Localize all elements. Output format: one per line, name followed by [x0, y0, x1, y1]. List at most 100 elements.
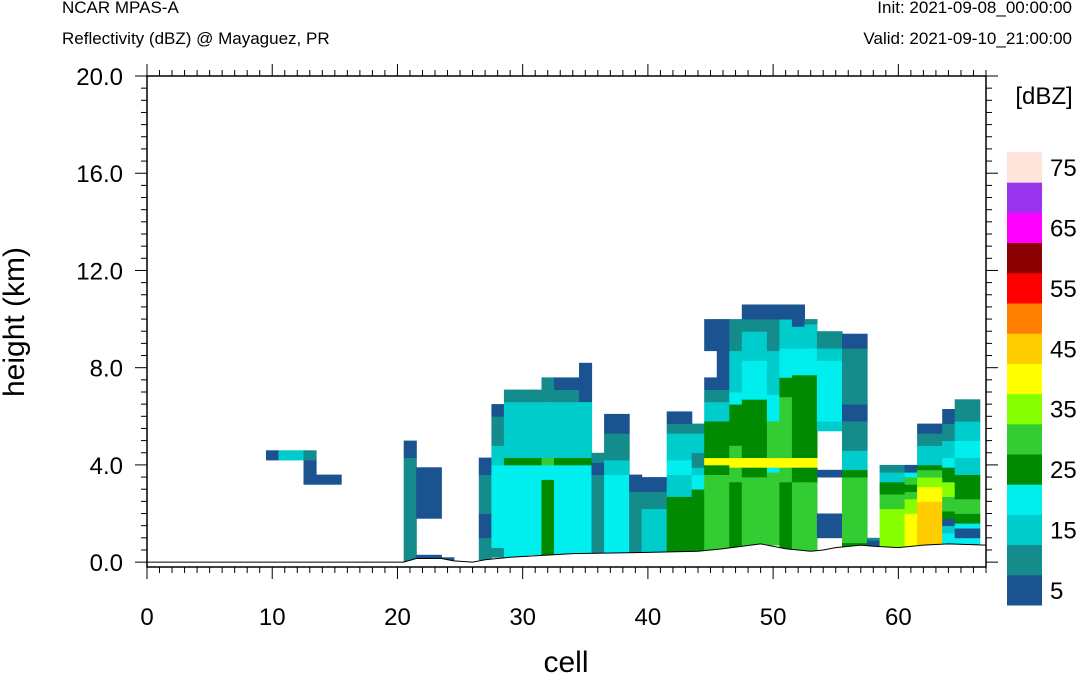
colorbar-swatch	[1007, 423, 1042, 455]
colorbar-swatch	[1007, 182, 1042, 213]
colorbar-swatch	[1007, 454, 1042, 485]
reflectivity-cell	[766, 394, 780, 422]
reflectivity-cell	[854, 421, 868, 451]
reflectivity-cell	[929, 477, 943, 488]
reflectivity-cell	[816, 421, 830, 432]
reflectivity-cell	[679, 460, 693, 475]
reflectivity-cell	[816, 348, 830, 361]
reflectivity-cell	[766, 319, 780, 352]
reflectivity-cell	[829, 348, 843, 361]
reflectivity-cell	[616, 460, 630, 475]
reflectivity-cell	[791, 304, 805, 327]
reflectivity-cell	[716, 421, 730, 459]
reflectivity-cell	[829, 421, 843, 432]
reflectivity-cell	[954, 457, 968, 475]
reflectivity-cell	[604, 433, 618, 461]
reflectivity-cell	[528, 457, 542, 466]
terrain-line	[147, 543, 987, 563]
reflectivity-cell	[779, 304, 793, 320]
reflectivity-cell	[303, 474, 317, 485]
reflectivity-cell	[904, 498, 918, 514]
reflectivity-cell	[579, 401, 593, 458]
reflectivity-cell	[842, 477, 856, 544]
reflectivity-cell	[967, 537, 981, 546]
reflectivity-cell	[954, 399, 968, 422]
reflectivity-cell	[942, 518, 956, 527]
reflectivity-cell	[428, 467, 442, 519]
reflectivity-cell	[791, 457, 805, 468]
reflectivity-cell	[716, 474, 730, 550]
reflectivity-cell	[816, 513, 830, 539]
x-tick-label: 10	[259, 604, 286, 631]
reflectivity-cell	[654, 491, 668, 509]
reflectivity-cell	[666, 460, 680, 475]
reflectivity-cell	[829, 360, 843, 422]
reflectivity-cell	[904, 491, 918, 500]
reflectivity-cell	[679, 474, 693, 497]
colorbar-swatch	[1007, 363, 1042, 395]
valid-time: Valid: 2021-09-10_21:00:00	[863, 29, 1072, 48]
reflectivity-cell	[266, 450, 280, 461]
reflectivity-cell	[679, 423, 693, 434]
y-tick-label: 20.0	[76, 64, 123, 91]
reflectivity-cell	[403, 457, 417, 563]
reflectivity-cell	[528, 464, 542, 556]
reflectivity-cell	[954, 513, 968, 524]
reflectivity-cell	[729, 481, 743, 550]
reflectivity-cell	[929, 501, 943, 546]
reflectivity-cell	[503, 464, 517, 558]
reflectivity-cell	[892, 508, 906, 548]
reflectivity-cell	[854, 477, 868, 544]
init-time: Init: 2021-09-08_00:00:00	[877, 0, 1072, 17]
reflectivity-cell	[929, 486, 943, 502]
reflectivity-cell	[616, 413, 630, 434]
reflectivity-cell	[816, 469, 830, 478]
reflectivity-cell	[704, 401, 718, 422]
reflectivity-cell	[967, 399, 981, 422]
reflectivity-cell	[816, 331, 830, 349]
reflectivity-cell	[829, 513, 843, 539]
reflectivity-cell	[904, 477, 918, 485]
reflectivity-cell	[879, 494, 893, 510]
reflectivity-cell	[791, 467, 805, 483]
reflectivity-cell	[491, 445, 505, 466]
reflectivity-cell	[766, 457, 780, 468]
reflectivity-cell	[854, 404, 868, 422]
colorbar-tick-label: 45	[1050, 336, 1077, 363]
reflectivity-cell	[754, 360, 768, 400]
reflectivity-cell	[503, 389, 517, 403]
reflectivity-cell	[854, 333, 868, 349]
reflectivity-cell	[503, 401, 517, 458]
reflectivity-cell	[566, 457, 580, 466]
reflectivity-cell	[917, 469, 931, 478]
reflectivity-cell	[967, 421, 981, 441]
reflectivity-cell	[842, 469, 856, 478]
reflectivity-cell	[541, 377, 555, 403]
y-tick-labels: 0.0 4.0 8.0 12.0 16.0 20.0	[76, 64, 123, 577]
reflectivity-cell	[854, 348, 868, 405]
x-tick-label: 50	[760, 604, 787, 631]
reflectivity-cell	[541, 479, 555, 556]
reflectivity-cell	[604, 460, 618, 475]
colorbar-swatch	[1007, 484, 1042, 515]
reflectivity-cell	[716, 457, 730, 466]
reflectivity-cell	[303, 460, 317, 475]
reflectivity-cell	[604, 413, 618, 434]
reflectivity-cell	[766, 304, 780, 320]
reflectivity-cell	[704, 474, 718, 551]
reflectivity-cell	[967, 523, 981, 529]
reflectivity-cell	[816, 360, 830, 422]
reflectivity-cell	[291, 450, 305, 461]
colorbar-swatch	[1007, 303, 1042, 334]
colorbar-tick-label: 15	[1050, 518, 1077, 545]
reflectivity-cell	[641, 508, 655, 553]
reflectivity-cell	[541, 401, 555, 458]
reflectivity-cell	[967, 457, 981, 475]
reflectivity-cell	[666, 433, 680, 461]
reflectivity-cell	[428, 554, 442, 561]
colorbar-tick-label: 35	[1050, 397, 1077, 424]
reflectivity-cell	[328, 474, 342, 485]
reflectivity-cell	[967, 513, 981, 524]
reflectivity-cell	[278, 450, 292, 461]
y-tick-label: 0.0	[90, 550, 123, 577]
